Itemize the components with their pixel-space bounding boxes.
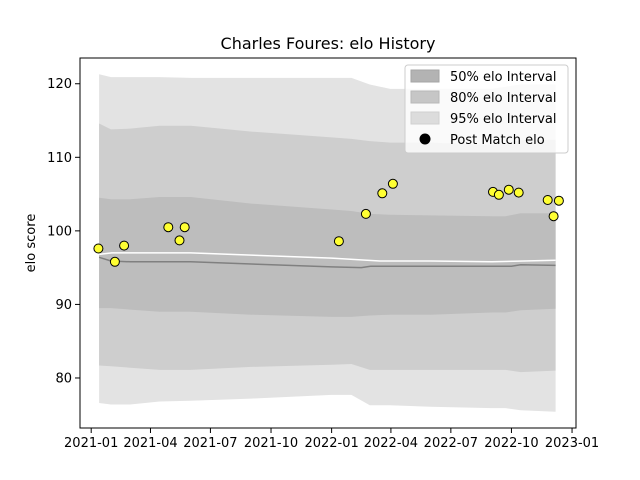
post-match-point [119, 240, 130, 251]
legend-marker-post-match [419, 133, 431, 145]
legend-label-95: 95% elo Interval [450, 112, 557, 127]
interval-bands [99, 74, 556, 412]
legend: 50% elo Interval 80% elo Interval 95% el… [404, 64, 569, 154]
y-tick-label: 110 [47, 151, 72, 166]
x-tick-label: 2021-04 [123, 436, 177, 451]
plot-frame [79, 57, 577, 429]
legend-swatch-95 [410, 111, 440, 125]
x-axis: 2021-01 2021-04 2021-07 2021-10 2022-01 2022-… [64, 428, 599, 451]
post-match-point [179, 222, 190, 233]
y-tick-label: 90 [55, 298, 72, 313]
chart-title: Charles Foures: elo History [221, 34, 436, 53]
post-match-point [377, 188, 388, 199]
y-tick-label: 100 [47, 224, 72, 239]
band-50 [99, 197, 556, 317]
legend-label-80: 80% elo Interval [450, 91, 557, 106]
x-tick-label: 2022-10 [484, 436, 538, 451]
mean-line [99, 252, 556, 263]
post-match-point [503, 184, 514, 195]
post-match-points [93, 178, 564, 267]
post-match-point [493, 189, 504, 200]
legend-label-post-match: Post Match elo [450, 133, 545, 148]
median-line [98, 256, 556, 269]
legend-label-50: 50% elo Interval [450, 70, 557, 85]
post-match-point [109, 256, 120, 267]
post-match-point [548, 211, 559, 222]
x-tick-label: 2022-07 [424, 436, 478, 451]
post-match-point [513, 187, 524, 198]
post-match-point [93, 243, 104, 254]
post-match-point [163, 222, 174, 233]
y-axis: 80 90 100 110 120 [47, 77, 80, 386]
y-tick-label: 80 [55, 371, 72, 386]
x-tick-label: 2022-01 [304, 436, 358, 451]
legend-swatch-50 [410, 69, 440, 83]
post-match-point [360, 208, 371, 219]
y-axis-label: elo score [24, 214, 39, 273]
x-tick-label: 2022-04 [364, 436, 418, 451]
x-tick-label: 2021-01 [64, 436, 118, 451]
x-tick-label: 2021-10 [244, 436, 298, 451]
trend-lines [98, 252, 556, 269]
legend-box [404, 64, 569, 154]
y-tick-label: 120 [47, 77, 72, 92]
x-tick-label: 2023-01 [545, 436, 599, 451]
x-tick-label: 2021-07 [183, 436, 237, 451]
post-match-point [387, 178, 398, 189]
post-match-point [553, 195, 564, 206]
post-match-point [174, 235, 185, 246]
post-match-point [333, 236, 344, 247]
legend-swatch-80 [410, 90, 440, 104]
post-match-point [542, 195, 553, 205]
